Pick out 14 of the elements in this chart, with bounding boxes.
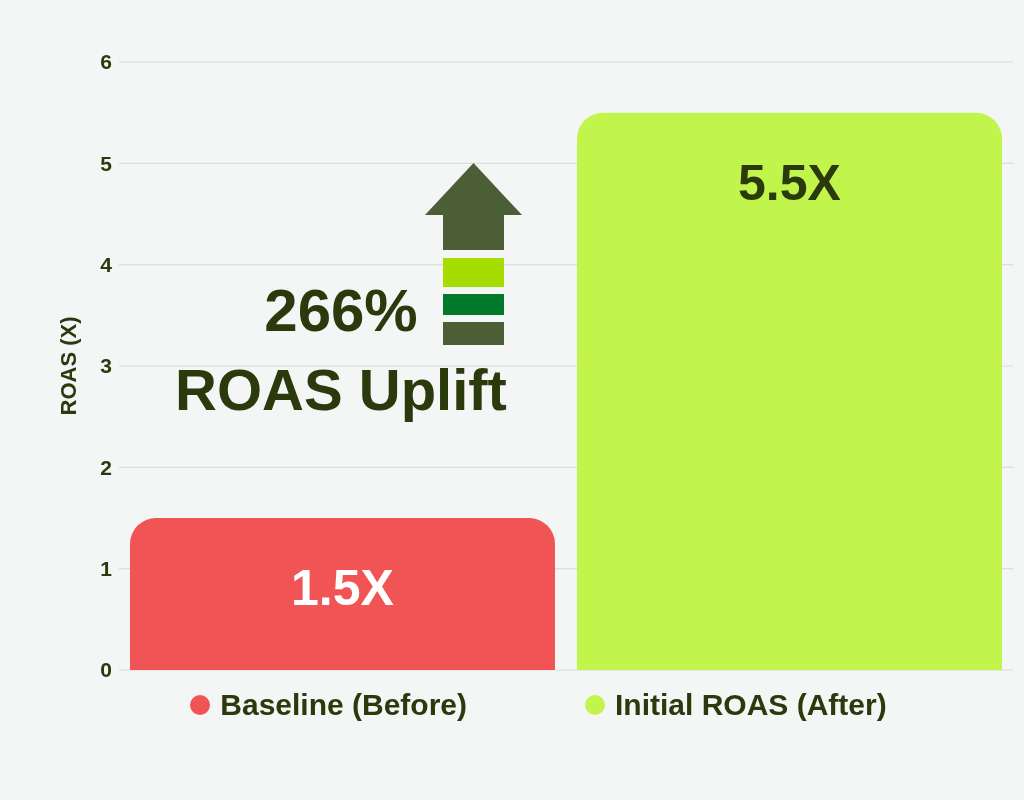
y-tick-label: 4 <box>100 253 113 277</box>
annotation: 266% <box>264 277 418 344</box>
y-tick-label: 2 <box>100 455 112 479</box>
y-tick-label: 1 <box>100 557 113 581</box>
data-label: 1.5X <box>291 560 394 616</box>
data-label: 5.5X <box>738 154 841 211</box>
y-axis-title: ROAS (X) <box>55 316 81 416</box>
y-tick-label: 0 <box>100 658 112 682</box>
y-tick-label: 5 <box>100 151 113 175</box>
y-tick-label: 3 <box>100 354 112 378</box>
y-tick-label: 6 <box>100 50 112 74</box>
annotation: ROAS Uplift <box>175 357 507 422</box>
legend-label: Baseline (Before) <box>220 688 468 722</box>
legend-label: Initial ROAS (After) <box>615 688 887 722</box>
